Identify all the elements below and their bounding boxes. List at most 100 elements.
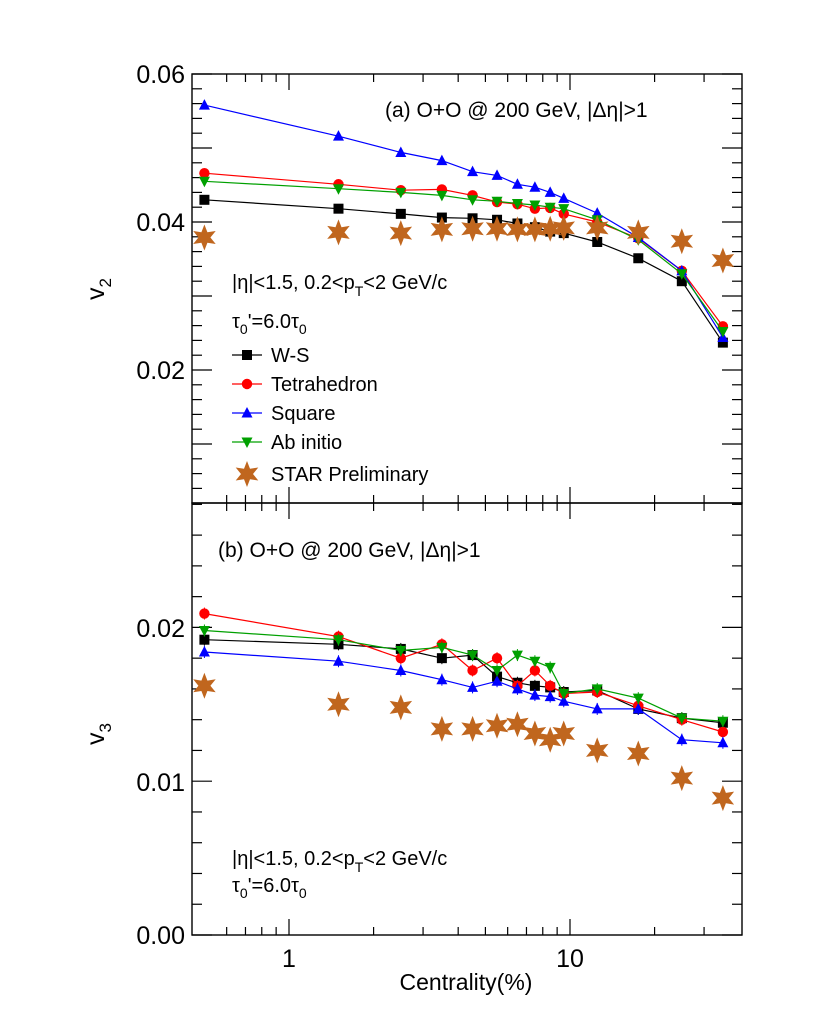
panel-v3-point-square [676,733,688,745]
legend-markers [232,350,262,487]
legend-label-tetrahedron: Tetrahedron [271,374,378,396]
panel-v2-point-square [529,181,541,192]
legend-marker-square [241,407,253,418]
panel-v2-point-ab-initio [395,187,407,199]
panel-v2-point-star-preliminary [327,219,350,246]
panel-v2-point-tetrahedron [199,167,210,179]
panel-v3-series-tetrahedron [199,607,729,738]
panel-v2-point-square [558,192,570,203]
panel-v3-point-ab-initio [511,650,523,662]
panel-v2-cut-note: |η|<1.5, 0.2<pT<2 GeV/c [232,272,447,299]
panel-v3-point-star-preliminary [327,691,350,718]
panel-v3-point-star-preliminary [627,740,650,767]
panel-v2-point-square [491,169,503,180]
panel-v2-line-square [204,104,724,338]
panel-v2-point-ab-initio [544,202,556,214]
panel-v2-point-square [395,146,407,157]
panel-v3-point-star-preliminary [461,715,484,742]
panel-v2-point-star-preliminary [485,215,509,242]
panel-v3-point-ab-initio [632,693,644,705]
xtick-label-1: 1 [282,945,296,973]
panel-v3-point-w-s [199,634,210,645]
panel-v3-point-star-preliminary [552,720,575,747]
panel-v3-series-w-s [199,633,728,729]
panel-v3-point-ab-initio [591,684,603,695]
panel-v2-point-w-s [333,203,344,214]
panel-v2-line-tetrahedron [204,172,724,327]
legend-label-star: STAR Preliminary [271,464,428,486]
panel-v2-point-ab-initio [676,269,688,280]
panel-v3-point-square [511,682,523,694]
panel-v2-point-ab-initio [467,195,479,206]
panel-v3-point-ab-initio [467,650,479,662]
panel-v3: 0.02 0.01 0.00 v3 (b) O+O @ 200 GeV, |Δη… [82,502,743,995]
panel-v3-point-square [491,675,503,686]
panel-v2-point-square [467,165,479,177]
panel-v2-point-star-preliminary [538,215,562,242]
panel-v2-point-ab-initio [332,184,344,195]
panel-v3-point-ab-initio [558,689,570,700]
panel-v3-point-star-preliminary [538,726,562,753]
panel-v2-point-square [511,178,523,189]
panel-v3-point-ab-initio [544,662,556,674]
panel-v3-point-ab-initio [198,625,210,637]
panel-v2-point-w-s [717,337,728,348]
panel-v3-line-w-s [204,639,723,724]
panel-v3-frame [191,502,743,936]
panel-v3-point-tetrahedron [529,665,541,676]
panel-v2-point-star-preliminary [523,216,547,243]
panel-v3-cut-note: |η|<1.5, 0.2<pT<2 GeV/c [232,848,447,875]
panel-v2-point-w-s [676,276,687,287]
panel-v2-point-star-preliminary [461,215,484,242]
panel-v2-point-star-preliminary [506,216,529,243]
panel-v2-point-ab-initio [558,204,570,215]
panel-v2-series-star-preliminary [193,214,735,274]
legend-marker-tetrahedron [241,378,253,390]
panel-v2-ticks [192,73,742,504]
panel-v2-point-w-s [395,208,406,219]
panel-v3-point-star-preliminary [523,720,547,747]
panel-v2-ytick-0.06: 0.06 [136,61,185,89]
panel-v2-point-w-s [199,194,210,205]
panel-v3-ticks [192,503,742,936]
panel-v3-point-star-preliminary [389,694,413,721]
panel-v2-point-square [198,99,210,110]
panel-v2-point-square [332,130,344,141]
panel-v3-point-star-preliminary [485,712,509,739]
panel-v3-point-ab-initio [676,713,688,725]
panel-v3-line-square [204,651,723,744]
panel-v3-ytick-0.00: 0.00 [136,922,185,950]
panel-v3-point-square [558,695,570,706]
panel-v3-line-tetrahedron [204,613,724,733]
panel-v3-point-ab-initio [529,656,541,668]
panel-v3-point-tetrahedron [717,726,729,738]
panel-v3-point-tetrahedron [395,652,407,664]
x-axis-label: Centrality(%) [400,969,533,995]
panel-v3-point-tetrahedron [467,665,478,676]
panel-v3-point-square [395,664,407,675]
xtick-label-10: 10 [556,945,584,973]
panel-v2-point-ab-initio [511,199,523,210]
panel-v3-point-ab-initio [332,635,344,646]
panel-v3-point-tetrahedron [491,652,503,664]
panel-v3-title: (b) O+O @ 200 GeV, |Δη|>1 [218,539,481,562]
panel-v2-ytick-0.02: 0.02 [136,357,185,385]
panel-v2-tau-note: τ0'=6.0τ0 [232,311,307,337]
panel-v2-line-ab-initio [204,180,724,332]
panel-v3-point-square [632,702,644,714]
panel-v2-title: (a) O+O @ 200 GeV, |Δη|>1 [385,99,648,122]
legend: W-S Tetrahedron Square Ab initio STAR Pr… [232,345,428,487]
panel-v3-point-star-preliminary [670,765,694,792]
panel-v3-point-star-preliminary [430,715,454,742]
panel-v3-point-ab-initio [395,645,407,657]
panel-v2-point-square [436,154,448,166]
panel-v3-point-square [198,646,210,657]
panel-v2-point-w-s [633,253,644,264]
panel-v3-point-star-preliminary [586,737,609,764]
panel-v3-series [193,607,735,812]
panel-v3-ylabel: v3 [82,723,115,745]
legend-label-ws: W-S [271,345,310,367]
panel-v3-point-star-preliminary [711,785,735,812]
panel-v2-series-square [198,99,729,342]
